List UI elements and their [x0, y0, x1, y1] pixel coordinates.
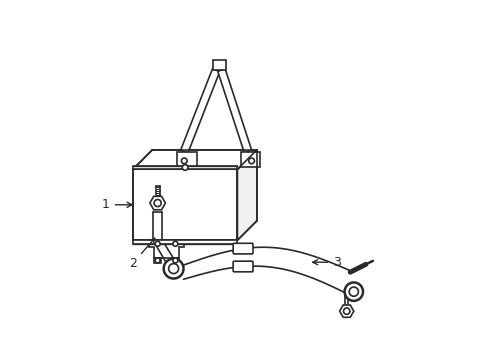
- Polygon shape: [339, 305, 353, 317]
- Circle shape: [168, 264, 178, 274]
- Polygon shape: [133, 166, 237, 169]
- Polygon shape: [133, 240, 237, 244]
- Polygon shape: [180, 69, 219, 153]
- FancyBboxPatch shape: [233, 261, 252, 272]
- Polygon shape: [133, 169, 237, 240]
- Circle shape: [154, 199, 161, 207]
- Polygon shape: [149, 196, 165, 210]
- Circle shape: [173, 241, 178, 246]
- Circle shape: [248, 158, 254, 164]
- Polygon shape: [241, 152, 260, 167]
- Polygon shape: [237, 150, 256, 240]
- Text: 3: 3: [312, 256, 340, 269]
- Polygon shape: [171, 258, 179, 263]
- Circle shape: [343, 308, 349, 314]
- Polygon shape: [213, 60, 225, 70]
- Circle shape: [348, 287, 358, 296]
- Text: 2: 2: [129, 238, 155, 270]
- Polygon shape: [148, 240, 184, 258]
- Circle shape: [163, 259, 183, 279]
- Circle shape: [181, 158, 187, 164]
- Circle shape: [173, 258, 178, 263]
- Text: 1: 1: [102, 198, 132, 211]
- Polygon shape: [177, 152, 196, 167]
- FancyBboxPatch shape: [233, 243, 252, 254]
- Polygon shape: [154, 258, 161, 263]
- Polygon shape: [217, 69, 251, 153]
- Circle shape: [155, 241, 160, 246]
- Circle shape: [344, 283, 362, 301]
- Polygon shape: [133, 150, 256, 169]
- Circle shape: [155, 258, 160, 263]
- Circle shape: [182, 165, 187, 170]
